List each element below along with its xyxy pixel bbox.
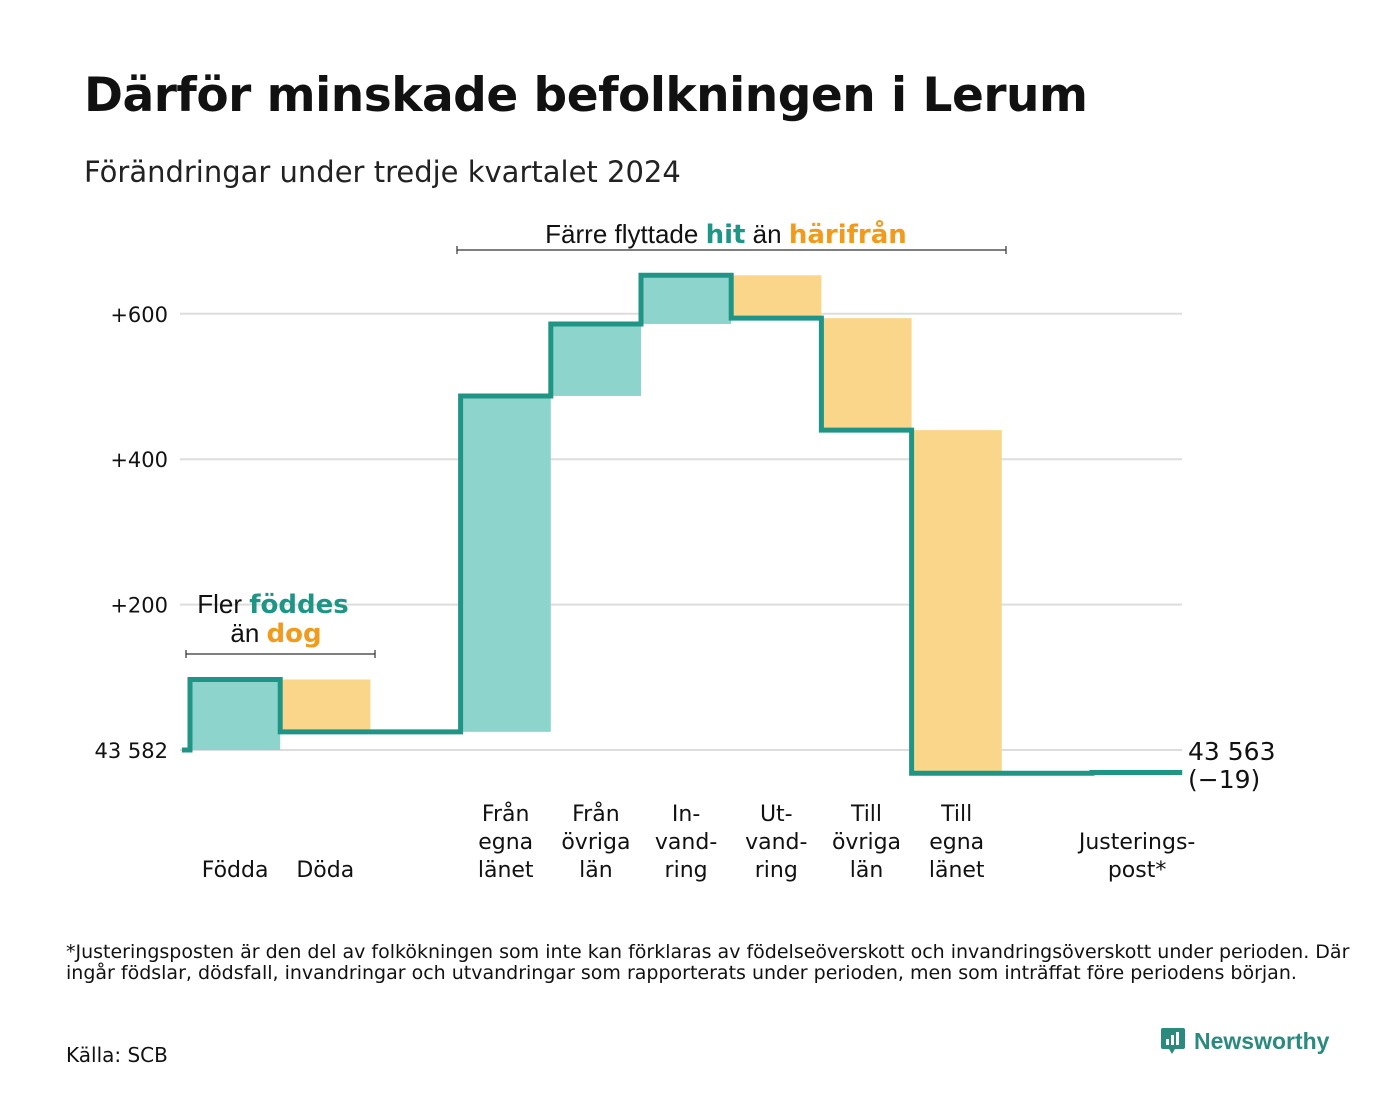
category-label: post* — [1108, 858, 1167, 883]
births-annotation-line2: än dog — [230, 618, 321, 649]
category-label: Från — [572, 801, 620, 827]
waterfall-bar — [821, 318, 912, 431]
births-bracket — [185, 650, 376, 658]
category-label: länet — [478, 858, 534, 883]
category-label: Ut- — [760, 802, 793, 827]
category-label: egna — [478, 830, 533, 855]
migration-bracket — [456, 246, 1007, 254]
end-change-label: (−19) — [1188, 765, 1260, 794]
category-label: ring — [755, 858, 798, 883]
category-label: vand- — [655, 830, 717, 855]
waterfall-bar — [731, 275, 822, 319]
category-label: vand- — [745, 830, 807, 855]
category-label: In- — [672, 802, 700, 827]
category-label: länet — [929, 858, 985, 883]
y-axis-ticks: 43 582 +200 +400 +600 — [95, 303, 168, 763]
category-label: län — [850, 858, 884, 883]
waterfall-bar — [641, 275, 732, 324]
category-label: Från — [482, 801, 530, 827]
migration-annotation: Färre flyttade hit än härifrån — [456, 218, 1007, 254]
category-label: övriga — [561, 830, 630, 855]
footnote: *Justeringsposten är den del av folkökni… — [66, 941, 1350, 984]
category-label: län — [579, 858, 613, 883]
y-tick-label: +600 — [110, 303, 168, 327]
category-label: Födda — [202, 858, 269, 883]
end-value-label: 43 563 — [1188, 737, 1275, 766]
waterfall-bar — [460, 395, 551, 732]
brand-name: Newsworthy — [1194, 1027, 1330, 1054]
bars — [190, 275, 1183, 774]
category-label: egna — [929, 830, 984, 855]
category-label: Till — [940, 802, 972, 827]
running-total-line — [182, 272, 1183, 776]
category-label: Döda — [296, 858, 354, 883]
waterfall-bar — [280, 679, 371, 732]
births-annotation-line1: Fler föddes — [197, 589, 349, 620]
running-total-line — [182, 272, 1183, 776]
births-deaths-annotation: Fler föddes än dog — [185, 589, 376, 658]
category-label: övriga — [832, 830, 901, 855]
source-note: Källa: SCB — [66, 1043, 168, 1067]
waterfall-bar — [911, 430, 1002, 774]
category-label: Till — [850, 802, 882, 827]
category-label: Justerings- — [1077, 830, 1196, 855]
y-tick-label: 43 582 — [95, 739, 168, 763]
waterfall-bar — [190, 679, 281, 750]
y-tick-label: +200 — [110, 594, 168, 618]
y-tick-label: +400 — [110, 448, 168, 472]
category-labels: Födda Döda Från egna länet Från övriga län In-va… — [202, 801, 1196, 883]
chart-subtitle: Förändringar under tredje kvartalet 2024 — [84, 155, 681, 189]
brand-logo: Newsworthy — [1160, 1026, 1329, 1056]
newsworthy-logo-icon — [1161, 1028, 1185, 1054]
chart-title: Därför minskade befolkningen i Lerum — [84, 68, 1088, 123]
waterfall-bar — [550, 323, 641, 396]
migration-annotation-text: Färre flyttade hit än härifrån — [545, 218, 907, 250]
category-label: ring — [665, 858, 708, 883]
waterfall-chart: 43 582+200+400+600 Födda DödaFrånegnaläne… — [95, 218, 1276, 883]
